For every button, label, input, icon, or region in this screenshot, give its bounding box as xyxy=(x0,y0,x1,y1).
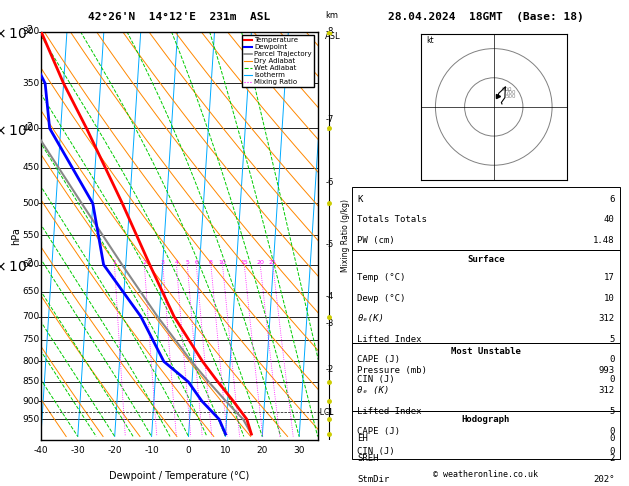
Text: 42°26'N  14°12'E  231m  ASL: 42°26'N 14°12'E 231m ASL xyxy=(88,12,270,22)
Text: CAPE (J): CAPE (J) xyxy=(357,355,400,364)
Text: 5: 5 xyxy=(609,406,615,416)
Text: 2: 2 xyxy=(609,454,615,463)
Text: 0: 0 xyxy=(609,434,615,443)
Text: 5: 5 xyxy=(186,260,189,265)
Text: 10: 10 xyxy=(219,260,226,265)
Text: -7: -7 xyxy=(325,115,333,124)
Text: -5: -5 xyxy=(325,240,333,249)
Text: 8: 8 xyxy=(209,260,213,265)
Text: -LCL: -LCL xyxy=(318,408,334,417)
Text: kt: kt xyxy=(426,36,434,45)
Text: 40: 40 xyxy=(604,215,615,224)
Text: -3: -3 xyxy=(325,319,333,328)
Text: -1: -1 xyxy=(325,408,333,417)
Text: 0: 0 xyxy=(609,447,615,456)
Text: 25: 25 xyxy=(269,260,277,265)
Text: 312: 312 xyxy=(598,386,615,395)
Text: CAPE (J): CAPE (J) xyxy=(357,427,400,436)
Text: 4: 4 xyxy=(174,260,179,265)
Text: 450: 450 xyxy=(23,163,40,173)
Text: 750: 750 xyxy=(22,335,40,344)
Text: 550: 550 xyxy=(22,231,40,240)
Text: 20: 20 xyxy=(257,447,268,455)
Text: -4: -4 xyxy=(325,292,333,301)
Text: 993: 993 xyxy=(598,365,615,375)
Text: 0: 0 xyxy=(609,427,615,436)
Text: -30: -30 xyxy=(70,447,85,455)
Text: -6: -6 xyxy=(325,178,333,187)
Text: 900: 900 xyxy=(22,397,40,405)
Text: CIN (J): CIN (J) xyxy=(357,447,395,456)
Text: 202°: 202° xyxy=(593,474,615,484)
Legend: Temperature, Dewpoint, Parcel Trajectory, Dry Adiabat, Wet Adiabat, Isotherm, Mi: Temperature, Dewpoint, Parcel Trajectory… xyxy=(242,35,314,87)
Text: 500: 500 xyxy=(506,93,516,99)
Text: hPa: hPa xyxy=(11,227,21,244)
Text: 0: 0 xyxy=(186,447,191,455)
Text: 15: 15 xyxy=(240,260,248,265)
Text: 800: 800 xyxy=(22,357,40,366)
Text: 0: 0 xyxy=(609,355,615,364)
Text: 312: 312 xyxy=(598,314,615,323)
Text: 700: 700 xyxy=(506,89,516,94)
Text: Surface: Surface xyxy=(467,255,504,264)
Text: StmDir: StmDir xyxy=(357,474,389,484)
Text: 350: 350 xyxy=(22,79,40,88)
Text: PW (cm): PW (cm) xyxy=(357,236,395,244)
Text: 30: 30 xyxy=(294,447,305,455)
Text: -40: -40 xyxy=(33,447,48,455)
Text: CIN (J): CIN (J) xyxy=(357,375,395,384)
Text: -10: -10 xyxy=(144,447,159,455)
Text: 300: 300 xyxy=(22,27,40,36)
Text: 10: 10 xyxy=(220,447,231,455)
Text: 650: 650 xyxy=(22,287,40,296)
Text: Pressure (mb): Pressure (mb) xyxy=(357,365,427,375)
Text: Most Unstable: Most Unstable xyxy=(451,347,521,356)
Text: 3: 3 xyxy=(161,260,165,265)
Text: EH: EH xyxy=(357,434,368,443)
Text: 500: 500 xyxy=(22,199,40,208)
Text: km: km xyxy=(325,11,338,20)
Text: -2: -2 xyxy=(325,365,333,374)
Text: K: K xyxy=(357,195,363,204)
Text: Lifted Index: Lifted Index xyxy=(357,406,422,416)
Text: Dewp (°C): Dewp (°C) xyxy=(357,294,406,303)
Text: 28.04.2024  18GMT  (Base: 18): 28.04.2024 18GMT (Base: 18) xyxy=(388,12,584,22)
Text: 900: 900 xyxy=(502,87,513,92)
Text: θₑ(K): θₑ(K) xyxy=(357,314,384,323)
Text: θₑ (K): θₑ (K) xyxy=(357,386,389,395)
Text: 700: 700 xyxy=(22,312,40,321)
Text: 850: 850 xyxy=(22,377,40,386)
Text: 20: 20 xyxy=(256,260,264,265)
Text: 400: 400 xyxy=(23,124,40,133)
Text: Temp (°C): Temp (°C) xyxy=(357,273,406,282)
Text: 6: 6 xyxy=(609,195,615,204)
Text: 5: 5 xyxy=(609,334,615,344)
Text: 600: 600 xyxy=(22,260,40,269)
Text: Lifted Index: Lifted Index xyxy=(357,334,422,344)
Text: SREH: SREH xyxy=(357,454,379,463)
Text: 17: 17 xyxy=(604,273,615,282)
Text: Hodograph: Hodograph xyxy=(462,416,510,424)
Text: 0: 0 xyxy=(609,375,615,384)
Text: -20: -20 xyxy=(108,447,122,455)
Text: Dewpoint / Temperature (°C): Dewpoint / Temperature (°C) xyxy=(109,471,249,481)
Text: 6: 6 xyxy=(194,260,198,265)
Text: 2: 2 xyxy=(142,260,147,265)
Text: -8: -8 xyxy=(325,27,333,36)
Text: Mixing Ratio (g/kg): Mixing Ratio (g/kg) xyxy=(342,199,350,272)
Text: 1.48: 1.48 xyxy=(593,236,615,244)
Text: 10: 10 xyxy=(604,294,615,303)
Text: ASL: ASL xyxy=(325,32,341,41)
Text: © weatheronline.co.uk: © weatheronline.co.uk xyxy=(433,469,538,479)
Text: 950: 950 xyxy=(22,415,40,424)
Text: Totals Totals: Totals Totals xyxy=(357,215,427,224)
Text: 1: 1 xyxy=(113,260,116,265)
